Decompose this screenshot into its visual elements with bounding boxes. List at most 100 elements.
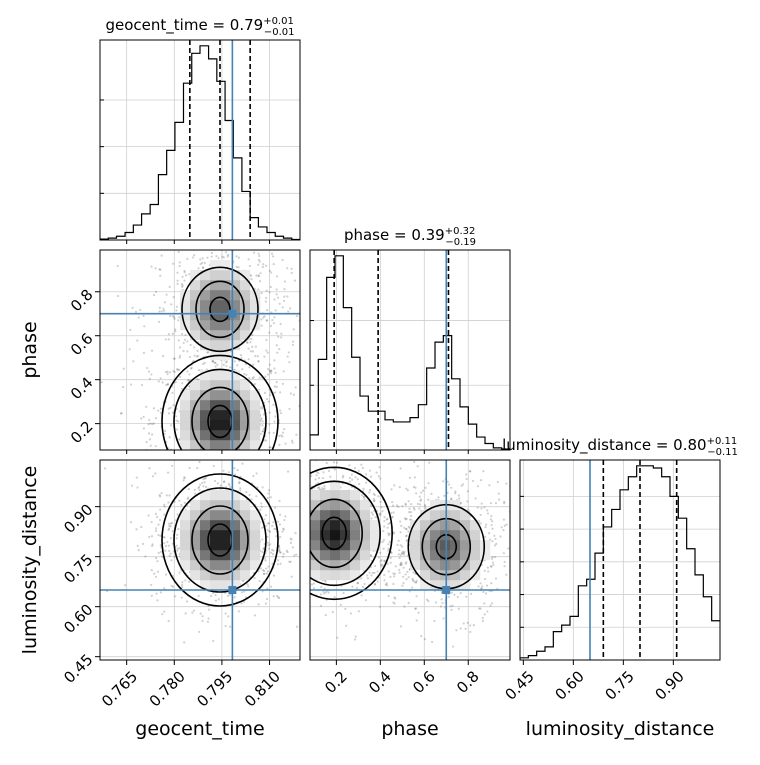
density-cell [330,500,341,511]
scatter-point [319,420,321,422]
scatter-point [279,391,282,394]
density-cell [440,580,451,591]
density-cell [350,570,361,581]
scatter-point [271,255,275,258]
scatter-point [266,522,270,525]
scatter-point [252,376,255,379]
scatter-point [176,549,179,552]
scatter-point [176,533,179,536]
scatter-point [267,489,271,492]
scatter-point [181,285,184,288]
scatter-point [268,369,271,372]
scatter-point [356,581,359,585]
scatter-point [277,335,280,338]
scatter-point [439,605,442,608]
scatter-point [233,466,236,470]
scatter-point [255,274,258,277]
scatter-point [418,495,421,498]
scatter-point [278,466,280,468]
scatter-point [266,587,269,590]
density-cell [240,440,251,450]
x-tick-label: 0.795 [193,667,236,710]
scatter-point [284,547,286,549]
scatter-point [393,602,396,605]
title-minus: −0.11 [707,447,738,458]
scatter-point [361,438,363,440]
scatter-point [224,624,227,628]
scatter-point [211,360,215,363]
scatter-point [302,509,304,511]
scatter-point [178,466,180,468]
scatter-point [360,494,364,497]
scatter-point [261,420,264,423]
scatter-point [301,512,303,514]
scatter-point [164,338,167,341]
scatter-point [283,461,285,463]
scatter-point [261,405,264,408]
scatter-point [480,507,483,510]
scatter-point [279,535,282,539]
density-cell [340,570,351,581]
scatter-point [276,593,278,595]
scatter-point [297,525,299,527]
scatter-point [503,565,506,568]
scatter-point [257,274,260,277]
scatter-point [259,486,261,488]
scatter-point [252,467,254,469]
scatter-point [295,314,299,318]
scatter-point [169,461,171,463]
panel-frame [309,249,511,451]
scatter-point [172,237,174,239]
scatter-point [272,403,275,406]
density-cell [180,300,191,311]
scatter-point [403,605,406,608]
scatter-point [180,333,184,336]
scatter-point [262,316,265,319]
scatter-point [167,620,170,623]
scatter-point [257,274,261,278]
scatter-point [210,594,213,598]
scatter-point [186,379,189,382]
scatter-point [383,579,386,582]
scatter-point [415,619,418,622]
scatter-point [281,569,283,571]
scatter-point [261,430,264,433]
scatter-point [189,462,191,464]
scatter-point [494,537,497,540]
scatter-point [289,537,292,540]
scatter-point [404,502,407,505]
density-cell [200,330,211,341]
scatter-point [279,591,281,593]
scatter-point [178,346,182,349]
scatter-point [275,275,279,278]
scatter-point [167,544,170,547]
scatter-point [188,466,191,470]
scatter-point [166,370,169,373]
scatter-point [388,532,391,536]
scatter-point [224,251,228,254]
scatter-point [290,575,293,578]
scatter-point [195,378,199,381]
scatter-point [307,559,309,561]
scatter-point [274,415,277,418]
scatter-point [171,391,174,394]
scatter-point [275,246,277,248]
scatter-point [282,528,286,531]
scatter-point [153,572,156,575]
scatter-point [267,565,270,568]
scatter-point [450,497,453,500]
scatter-point [203,453,205,455]
scatter-point [348,480,352,483]
scatter-point [132,360,135,363]
scatter-point [269,324,273,327]
scatter-point [443,494,446,497]
density-cell [430,530,441,541]
scatter-point [284,489,286,491]
scatter-point [408,476,412,479]
scatter-point [273,298,276,301]
scatter-point [427,599,430,603]
scatter-point [177,420,180,423]
scatter-point [201,266,205,269]
scatter-point [281,435,284,438]
density-cell [370,540,381,551]
